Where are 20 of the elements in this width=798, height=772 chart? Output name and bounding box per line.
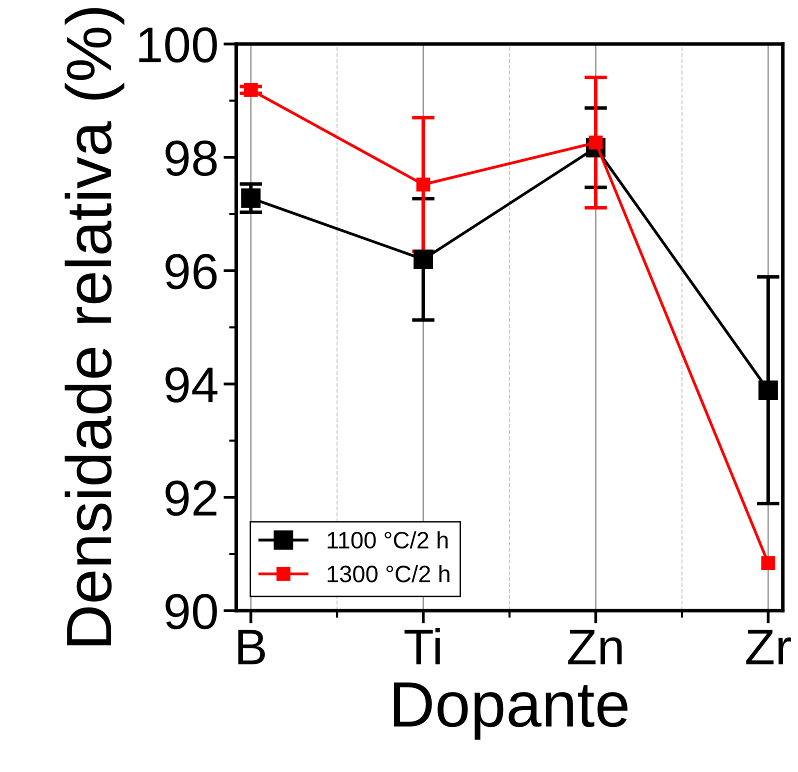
point (761, 556, 776, 570)
point (414, 250, 434, 270)
x-axis-title: Dopante (394, 682, 628, 740)
point (758, 380, 778, 400)
y-tick-label: 90 (166, 594, 217, 630)
y-axis-title: Densidade relativa (%) (64, 8, 124, 646)
x-tick-label: Zn (568, 630, 622, 664)
x-tick-label: Zr (746, 630, 791, 664)
legend-label: 1100 °C/2 h (328, 531, 448, 549)
x-tick-label: B (238, 630, 265, 664)
y-tick-label: 92 (166, 480, 216, 516)
y-tick-label: 94 (166, 367, 218, 403)
y-tick-label: 100 (139, 27, 217, 63)
point (244, 82, 258, 97)
y-tick-label: 96 (166, 254, 217, 290)
y-tick-label: 98 (166, 140, 217, 176)
point (416, 178, 430, 192)
legend-label: 1300 °C/2 h (328, 565, 450, 582)
point (241, 188, 261, 208)
x-tick-label: Ti (404, 628, 440, 664)
